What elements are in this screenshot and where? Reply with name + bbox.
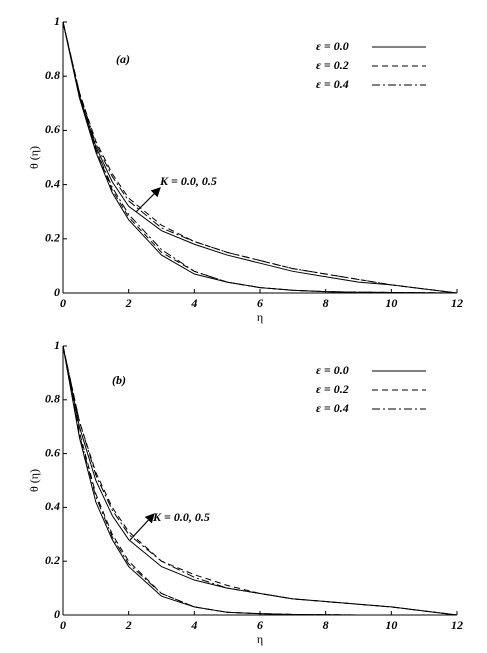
legend-label: ε = 0.4 xyxy=(316,401,349,415)
x-tick-label: 10 xyxy=(385,296,397,310)
panel-label: (b) xyxy=(112,373,126,387)
annotation: K = 0.0, 0.5 xyxy=(159,174,217,188)
x-tick-label: 8 xyxy=(323,296,329,310)
y-tick-label: 0.2 xyxy=(45,231,60,245)
x-tick-label: 0 xyxy=(60,296,66,310)
y-axis-label: θ (η) xyxy=(27,469,41,492)
curve xyxy=(62,345,458,616)
annotation: K = 0.0, 0.5 xyxy=(152,510,210,524)
curve xyxy=(62,21,458,294)
x-axis-label: η xyxy=(257,632,263,646)
y-tick-label: 1 xyxy=(54,338,60,352)
legend-label: ε = 0.4 xyxy=(316,77,349,91)
x-tick-label: 4 xyxy=(190,618,197,632)
x-tick-label: 10 xyxy=(385,618,397,632)
curve xyxy=(62,21,458,294)
y-tick-label: 0.4 xyxy=(45,176,60,190)
legend-label: ε = 0.0 xyxy=(316,39,349,53)
x-axis-label: η xyxy=(257,310,263,324)
x-tick-label: 6 xyxy=(257,296,263,310)
y-tick-label: 0.6 xyxy=(45,122,60,136)
legend-label: ε = 0.2 xyxy=(316,58,349,72)
y-tick-label: 0.8 xyxy=(45,68,60,82)
x-tick-label: 8 xyxy=(323,618,329,632)
panel-label: (a) xyxy=(116,52,130,66)
x-tick-label: 0 xyxy=(60,618,66,632)
y-tick-label: 0.4 xyxy=(45,499,60,513)
y-axis-label: θ (η) xyxy=(27,146,41,169)
y-tick-label: 0.6 xyxy=(45,445,60,459)
x-tick-label: 2 xyxy=(125,296,132,310)
legend-label: ε = 0.2 xyxy=(316,382,349,396)
legend-label: ε = 0.0 xyxy=(316,363,349,377)
y-tick-label: 0 xyxy=(54,607,60,621)
y-tick-label: 0.2 xyxy=(45,553,60,567)
x-tick-label: 4 xyxy=(190,296,197,310)
x-tick-label: 12 xyxy=(451,618,463,632)
curve xyxy=(62,345,457,616)
y-tick-label: 1 xyxy=(54,14,60,28)
y-tick-label: 0.8 xyxy=(45,392,60,406)
curve xyxy=(62,21,458,294)
x-tick-label: 12 xyxy=(451,296,463,310)
annotation-arrow xyxy=(129,513,155,541)
x-tick-label: 6 xyxy=(257,618,263,632)
y-tick-label: 0 xyxy=(54,285,60,299)
x-tick-label: 2 xyxy=(125,618,132,632)
annotation-arrow xyxy=(135,187,161,213)
curve xyxy=(62,345,458,616)
